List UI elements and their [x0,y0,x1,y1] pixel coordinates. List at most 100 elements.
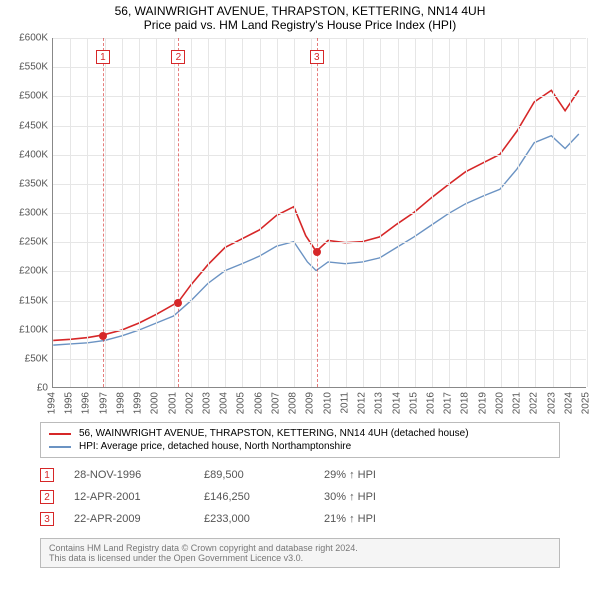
x-tick-label: 1996 [81,392,92,414]
legend-label: HPI: Average price, detached house, Nort… [79,441,351,452]
x-tick-label: 2014 [391,392,402,414]
gridline-h [53,67,586,68]
gridline-v [242,38,243,387]
x-tick-label: 2025 [581,392,592,414]
footer-line-1: Contains HM Land Registry data © Crown c… [49,543,551,553]
x-tick-label: 2016 [425,392,436,414]
gridline-h [53,126,586,127]
gridline-v [174,38,175,387]
x-tick-label: 2011 [339,392,350,414]
gridline-v [587,38,588,387]
event-pct: 21% ↑ HPI [324,513,376,525]
gridline-h [53,184,586,185]
x-tick-label: 1998 [115,392,126,414]
gridline-v [139,38,140,387]
gridline-v [156,38,157,387]
y-tick-label: £300K [19,208,48,219]
y-tick-label: £600K [19,33,48,44]
x-tick-label: 2013 [374,392,385,414]
legend-row: 56, WAINWRIGHT AVENUE, THRAPSTON, KETTER… [49,427,551,440]
legend-swatch [49,446,71,448]
x-tick-label: 2001 [167,392,178,414]
x-tick-label: 2017 [443,392,454,414]
x-tick-label: 2021 [512,392,523,414]
x-tick-label: 2005 [236,392,247,414]
x-tick-label: 2004 [219,392,230,414]
gridline-v [398,38,399,387]
gridline-v [380,38,381,387]
y-tick-label: £50K [25,353,48,364]
x-tick-label: 2010 [322,392,333,414]
y-tick-label: £200K [19,266,48,277]
marker-label-2: 2 [171,50,185,64]
y-tick-label: £350K [19,178,48,189]
gridline-h [53,96,586,97]
x-tick-label: 2024 [563,392,574,414]
x-tick-label: 2018 [460,392,471,414]
legend-swatch [49,433,71,435]
event-pct: 30% ↑ HPI [324,491,376,503]
y-tick-label: £400K [19,149,48,160]
x-tick-label: 1997 [98,392,109,414]
gridline-v [346,38,347,387]
gridline-v [191,38,192,387]
event-date: 12-APR-2001 [74,491,184,503]
footer-line-2: This data is licensed under the Open Gov… [49,553,551,563]
marker-vline-3 [317,38,318,387]
chart-subtitle: Price paid vs. HM Land Registry's House … [0,18,600,38]
event-price: £233,000 [204,513,304,525]
marker-label-1: 1 [96,50,110,64]
event-row: 322-APR-2009£233,00021% ↑ HPI [40,508,560,530]
legend-box: 56, WAINWRIGHT AVENUE, THRAPSTON, KETTER… [40,422,560,458]
event-pct: 29% ↑ HPI [324,469,376,481]
x-tick-label: 2003 [202,392,213,414]
gridline-h [53,155,586,156]
x-tick-label: 1994 [47,392,58,414]
marker-dot-2 [174,299,182,307]
events-list: 128-NOV-1996£89,50029% ↑ HPI212-APR-2001… [40,464,560,530]
plot-region: 1 2 3 [52,38,586,388]
x-tick-label: 2023 [546,392,557,414]
event-row: 2 12-APR-2001 £146,250 30% ↑ HPI [40,486,560,508]
marker-label-3: 3 [310,50,324,64]
gridline-v [501,38,502,387]
x-tick-label: 2012 [357,392,368,414]
chart-area: 123 £0£50K£100K£150K£200K£250K£300K£350K… [0,38,600,418]
gridline-v [311,38,312,387]
chart-title: 56, WAINWRIGHT AVENUE, THRAPSTON, KETTER… [0,0,600,18]
gridline-h [53,301,586,302]
gridline-v [570,38,571,387]
gridline-v [553,38,554,387]
gridline-v [535,38,536,387]
x-tick-label: 2022 [529,392,540,414]
x-tick-label: 2019 [477,392,488,414]
gridline-v [122,38,123,387]
footer-attribution: Contains HM Land Registry data © Crown c… [40,538,560,568]
y-tick-label: £250K [19,237,48,248]
x-tick-label: 2015 [408,392,419,414]
gridline-v [363,38,364,387]
gridline-v [415,38,416,387]
gridline-h [53,359,586,360]
event-number: 2 [40,490,54,504]
legend-label: 56, WAINWRIGHT AVENUE, THRAPSTON, KETTER… [79,428,469,439]
event-price: £89,500 [204,469,304,481]
y-tick-label: £500K [19,91,48,102]
gridline-h [53,242,586,243]
gridline-v [294,38,295,387]
gridline-v [277,38,278,387]
gridline-h [53,330,586,331]
gridline-v [70,38,71,387]
marker-dot-1 [99,332,107,340]
gridline-v [260,38,261,387]
gridline-v [208,38,209,387]
gridline-v [87,38,88,387]
x-tick-label: 1999 [133,392,144,414]
x-tick-label: 1995 [64,392,75,414]
y-tick-label: £100K [19,324,48,335]
marker-dot-3 [313,248,321,256]
event-price: £146,250 [204,491,304,503]
x-tick-label: 2002 [184,392,195,414]
gridline-v [225,38,226,387]
gridline-v [484,38,485,387]
